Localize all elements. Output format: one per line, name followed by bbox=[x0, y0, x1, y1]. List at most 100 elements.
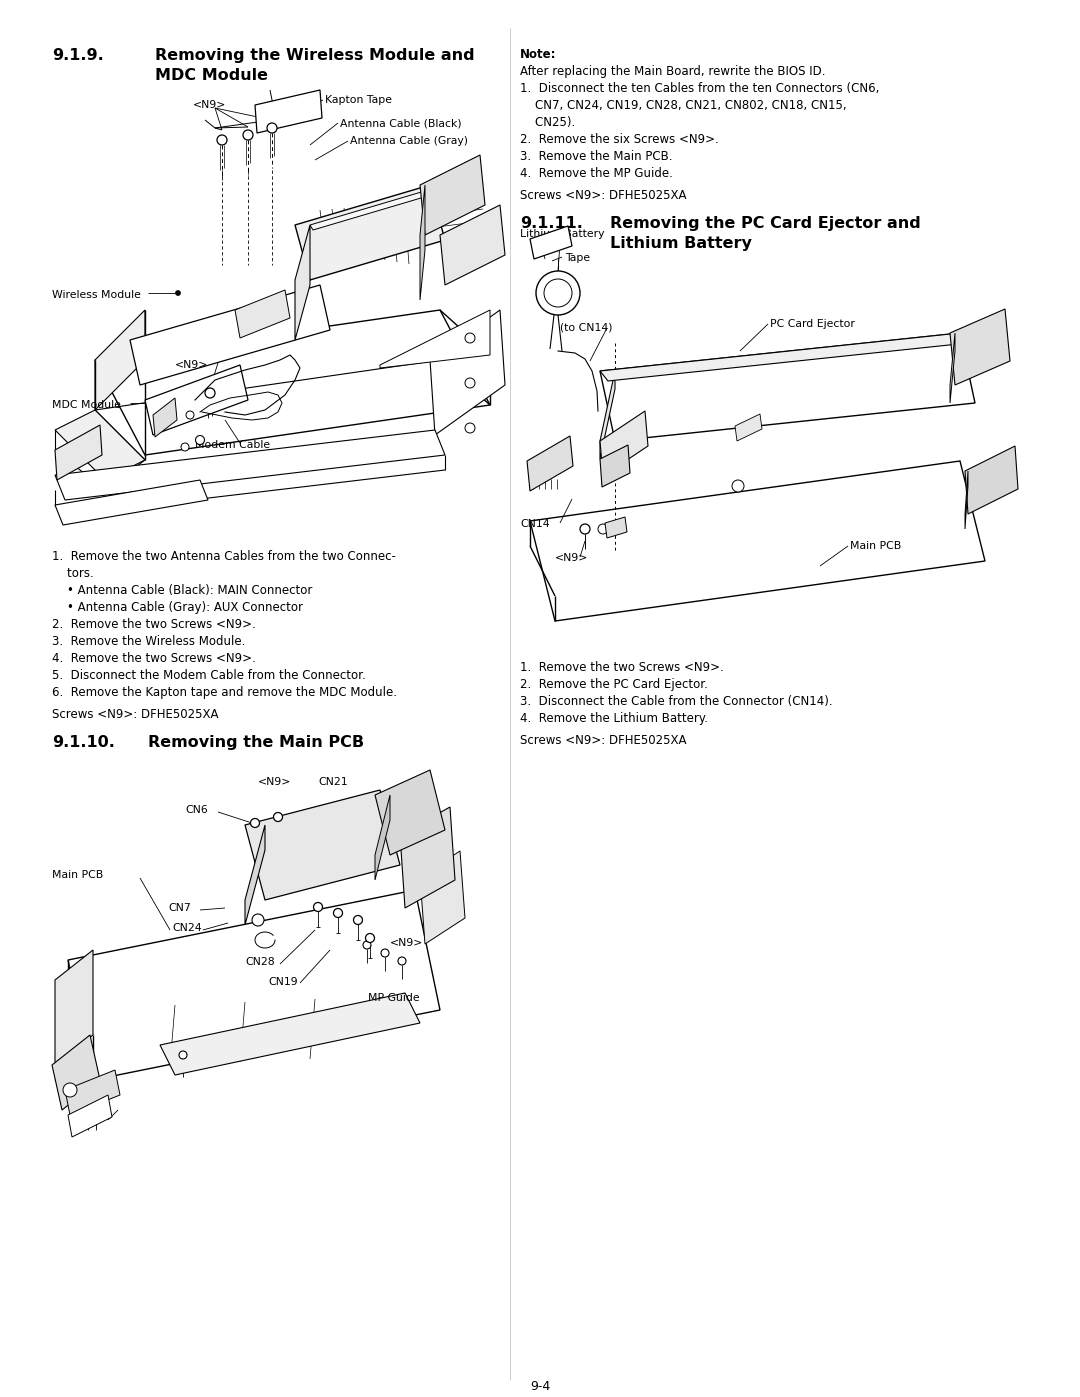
Text: PC Card Ejector: PC Card Ejector bbox=[770, 319, 855, 330]
Polygon shape bbox=[55, 425, 102, 481]
Text: 2.  Remove the PC Card Ejector.: 2. Remove the PC Card Ejector. bbox=[519, 678, 707, 692]
Text: Main PCB: Main PCB bbox=[52, 870, 104, 880]
Circle shape bbox=[313, 902, 323, 911]
Text: 9-4: 9-4 bbox=[530, 1380, 550, 1393]
Polygon shape bbox=[68, 890, 440, 1080]
Polygon shape bbox=[245, 789, 400, 900]
Polygon shape bbox=[245, 826, 265, 925]
Text: Modem Cable: Modem Cable bbox=[195, 440, 270, 450]
Text: 9.1.11.: 9.1.11. bbox=[519, 217, 583, 231]
Circle shape bbox=[267, 123, 276, 133]
Circle shape bbox=[465, 379, 475, 388]
Text: Screws <N9>: DFHE5025XA: Screws <N9>: DFHE5025XA bbox=[519, 733, 687, 747]
Text: 4.  Remove the MP Guide.: 4. Remove the MP Guide. bbox=[519, 168, 673, 180]
Polygon shape bbox=[530, 461, 985, 622]
Polygon shape bbox=[605, 517, 627, 538]
Circle shape bbox=[273, 813, 283, 821]
Polygon shape bbox=[600, 332, 968, 381]
Text: Lithium Battery: Lithium Battery bbox=[610, 236, 752, 251]
Text: MDC Module: MDC Module bbox=[52, 400, 121, 409]
Polygon shape bbox=[130, 285, 330, 386]
Polygon shape bbox=[600, 411, 648, 476]
Polygon shape bbox=[600, 446, 630, 488]
Circle shape bbox=[580, 524, 590, 534]
Text: CN25).: CN25). bbox=[519, 116, 576, 129]
Text: CN6: CN6 bbox=[185, 805, 207, 814]
Polygon shape bbox=[310, 184, 448, 231]
Text: MDC Module: MDC Module bbox=[156, 68, 268, 82]
Polygon shape bbox=[295, 225, 310, 339]
Text: 9.1.9.: 9.1.9. bbox=[52, 47, 104, 63]
Circle shape bbox=[205, 388, 215, 398]
Circle shape bbox=[598, 524, 608, 534]
Circle shape bbox=[399, 957, 406, 965]
Text: CN14: CN14 bbox=[519, 520, 550, 529]
Text: • Antenna Cable (Gray): AUX Connector: • Antenna Cable (Gray): AUX Connector bbox=[52, 601, 303, 615]
Text: 1.  Disconnect the ten Cables from the ten Connectors (CN6,: 1. Disconnect the ten Cables from the te… bbox=[519, 82, 879, 95]
Text: 9.1.10.: 9.1.10. bbox=[52, 735, 114, 750]
Circle shape bbox=[544, 279, 572, 307]
Polygon shape bbox=[440, 205, 505, 285]
Text: Screws <N9>: DFHE5025XA: Screws <N9>: DFHE5025XA bbox=[52, 708, 218, 721]
Text: CN802: CN802 bbox=[370, 793, 407, 803]
Text: 3.  Remove the Wireless Module.: 3. Remove the Wireless Module. bbox=[52, 636, 245, 648]
Text: Removing the Main PCB: Removing the Main PCB bbox=[148, 735, 364, 750]
Text: <N9>: <N9> bbox=[390, 937, 423, 949]
Text: CN7: CN7 bbox=[168, 902, 191, 914]
Polygon shape bbox=[530, 226, 572, 258]
Polygon shape bbox=[420, 155, 485, 235]
Text: Screws <N9>: DFHE5025XA: Screws <N9>: DFHE5025XA bbox=[519, 189, 687, 203]
Circle shape bbox=[186, 411, 194, 419]
Text: CN21: CN21 bbox=[318, 777, 348, 787]
Polygon shape bbox=[420, 184, 426, 300]
Text: <N9>: <N9> bbox=[193, 101, 227, 110]
Polygon shape bbox=[950, 309, 1010, 386]
Text: CN28: CN28 bbox=[245, 957, 274, 967]
Circle shape bbox=[181, 443, 189, 451]
Polygon shape bbox=[160, 993, 420, 1076]
Polygon shape bbox=[380, 310, 490, 367]
Text: 1.  Remove the two Screws <N9>.: 1. Remove the two Screws <N9>. bbox=[519, 661, 724, 673]
Text: Tape: Tape bbox=[565, 253, 590, 263]
Text: 4.  Remove the two Screws <N9>.: 4. Remove the two Screws <N9>. bbox=[52, 652, 256, 665]
Text: 4.  Remove the Lithium Battery.: 4. Remove the Lithium Battery. bbox=[519, 712, 708, 725]
Circle shape bbox=[536, 271, 580, 314]
Circle shape bbox=[465, 423, 475, 433]
Text: Kapton Tape: Kapton Tape bbox=[325, 95, 392, 105]
Polygon shape bbox=[153, 398, 177, 437]
Text: Main PCB: Main PCB bbox=[850, 541, 901, 550]
Polygon shape bbox=[68, 1095, 112, 1137]
Polygon shape bbox=[600, 332, 975, 441]
Circle shape bbox=[363, 942, 372, 949]
Text: <N9>: <N9> bbox=[175, 360, 208, 370]
Text: CN15: CN15 bbox=[420, 833, 449, 842]
Circle shape bbox=[732, 481, 744, 492]
Polygon shape bbox=[295, 184, 445, 279]
Text: Wireless Module: Wireless Module bbox=[52, 291, 140, 300]
Text: Lithium Battery: Lithium Battery bbox=[519, 229, 605, 239]
Circle shape bbox=[381, 949, 389, 957]
Text: <N9>: <N9> bbox=[555, 553, 589, 563]
Polygon shape bbox=[95, 310, 145, 409]
Polygon shape bbox=[55, 950, 93, 1065]
Polygon shape bbox=[55, 481, 208, 525]
Circle shape bbox=[217, 136, 227, 145]
Circle shape bbox=[179, 1051, 187, 1059]
Circle shape bbox=[365, 933, 375, 943]
Polygon shape bbox=[966, 446, 1018, 514]
Polygon shape bbox=[950, 332, 955, 402]
Text: 1.  Remove the two Antenna Cables from the two Connec-: 1. Remove the two Antenna Cables from th… bbox=[52, 550, 396, 563]
Text: Removing the Wireless Module and: Removing the Wireless Module and bbox=[156, 47, 474, 63]
Circle shape bbox=[243, 130, 253, 140]
Circle shape bbox=[175, 291, 180, 296]
Circle shape bbox=[334, 908, 342, 918]
Polygon shape bbox=[375, 795, 390, 880]
Text: CN26: CN26 bbox=[68, 1113, 97, 1123]
Polygon shape bbox=[420, 851, 465, 944]
Circle shape bbox=[195, 436, 204, 444]
Text: Antenna Cable (Black): Antenna Cable (Black) bbox=[340, 117, 461, 129]
Circle shape bbox=[353, 915, 363, 925]
Polygon shape bbox=[966, 471, 968, 529]
Polygon shape bbox=[735, 414, 762, 441]
Text: 6.  Remove the Kapton tape and remove the MDC Module.: 6. Remove the Kapton tape and remove the… bbox=[52, 686, 397, 698]
